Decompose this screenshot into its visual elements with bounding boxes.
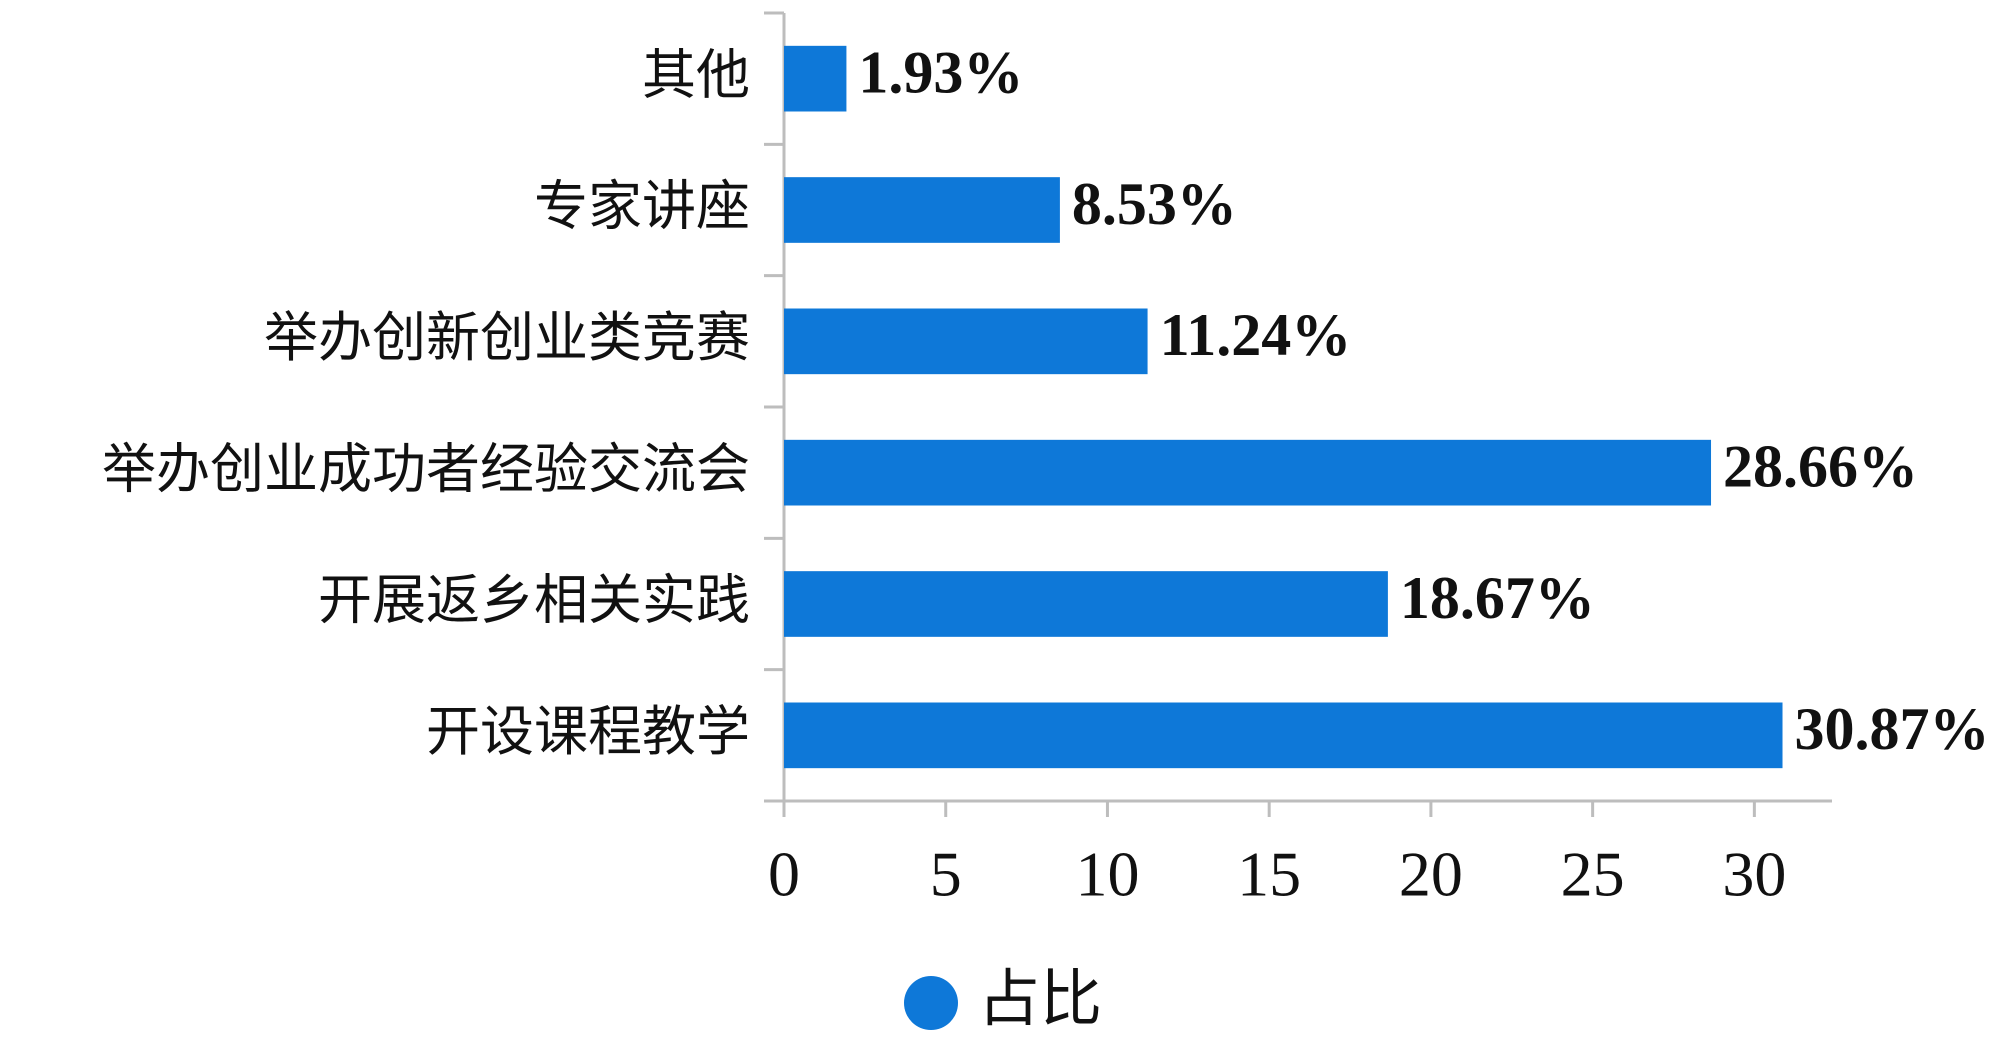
legend-marker bbox=[904, 976, 958, 1030]
x-tick-label: 25 bbox=[1561, 839, 1625, 910]
x-tick-label: 5 bbox=[930, 839, 962, 910]
value-label: 11.24% bbox=[1160, 302, 1352, 368]
bar bbox=[784, 439, 1712, 506]
y-tick-label: 开设课程教学 bbox=[426, 700, 750, 763]
x-tick-label: 15 bbox=[1237, 839, 1301, 910]
x-tick-label: 20 bbox=[1399, 839, 1463, 910]
y-tick-label: 开展返乡相关实践 bbox=[318, 569, 750, 632]
x-tick-label: 30 bbox=[1722, 839, 1786, 910]
bar bbox=[784, 702, 1783, 769]
legend-label: 占比 bbox=[978, 962, 1102, 1035]
y-tick-label: 举办创新创业类竞赛 bbox=[264, 306, 750, 369]
value-label: 30.87% bbox=[1795, 696, 1990, 762]
x-tick-label: 0 bbox=[768, 839, 800, 910]
y-tick-label: 举办创业成功者经验交流会 bbox=[102, 437, 750, 500]
value-label: 28.66% bbox=[1723, 433, 1918, 499]
value-label: 18.67% bbox=[1400, 565, 1595, 631]
bar bbox=[784, 177, 1060, 243]
value-label: 8.53% bbox=[1072, 171, 1237, 237]
bar bbox=[784, 308, 1148, 375]
bar bbox=[784, 45, 847, 112]
x-tick-label: 10 bbox=[1075, 839, 1139, 910]
y-tick-label: 专家讲座 bbox=[534, 175, 750, 238]
y-tick-label: 其他 bbox=[642, 43, 750, 106]
value-label: 1.93% bbox=[858, 39, 1023, 105]
bar bbox=[784, 571, 1388, 637]
